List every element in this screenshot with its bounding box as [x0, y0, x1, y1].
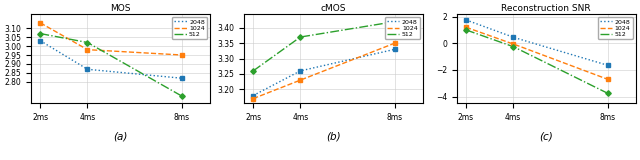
1024	[166, 53, 173, 55]
2048	[166, 76, 173, 78]
2048	[604, 64, 611, 66]
1024	[287, 83, 294, 85]
Line: 1024: 1024	[253, 43, 395, 99]
2048	[384, 50, 392, 52]
2048	[171, 77, 179, 79]
2048	[276, 81, 284, 83]
512	[171, 91, 179, 93]
512	[166, 88, 173, 90]
1024	[36, 22, 44, 24]
1024	[391, 42, 399, 44]
1024	[255, 95, 262, 97]
512	[255, 66, 262, 68]
512	[258, 64, 266, 66]
1024	[488, 36, 496, 37]
1024	[74, 43, 82, 45]
512	[468, 31, 476, 33]
512	[45, 34, 52, 36]
512	[42, 34, 50, 36]
512	[379, 23, 387, 25]
Line: 512: 512	[40, 34, 182, 96]
512	[36, 33, 44, 35]
2048	[36, 40, 44, 42]
512	[391, 21, 399, 23]
1024	[178, 54, 186, 56]
1024	[500, 40, 508, 42]
Text: (a): (a)	[113, 132, 127, 142]
2048	[391, 48, 399, 50]
2048	[178, 77, 186, 79]
2048	[468, 21, 476, 23]
512	[462, 29, 470, 31]
512	[250, 70, 257, 72]
512	[500, 42, 508, 44]
2048	[488, 29, 496, 31]
Line: 2048: 2048	[466, 20, 607, 65]
2048	[596, 62, 604, 64]
2048	[63, 56, 70, 58]
Line: 512: 512	[253, 22, 395, 71]
Line: 1024: 1024	[40, 23, 182, 55]
512	[591, 86, 599, 88]
1024	[384, 45, 392, 47]
512	[384, 22, 392, 24]
1024	[63, 37, 70, 39]
1024	[258, 94, 266, 96]
1024	[468, 28, 476, 30]
2048	[500, 33, 508, 35]
1024	[591, 74, 599, 76]
512	[488, 38, 496, 40]
1024	[250, 98, 257, 100]
2048	[255, 92, 262, 93]
2048	[45, 45, 52, 47]
512	[471, 32, 479, 34]
2048	[74, 63, 82, 64]
512	[604, 92, 611, 94]
1024	[45, 27, 52, 29]
1024	[596, 76, 604, 78]
2048	[591, 61, 599, 63]
512	[287, 43, 294, 45]
2048	[471, 22, 479, 24]
Legend: 2048, 1024, 512: 2048, 1024, 512	[598, 17, 633, 40]
1024	[604, 78, 611, 80]
Text: (c): (c)	[540, 132, 553, 142]
2048	[250, 95, 257, 96]
Line: 2048: 2048	[40, 41, 182, 78]
Line: 2048: 2048	[253, 49, 395, 96]
1024	[171, 54, 179, 56]
Line: 1024: 1024	[466, 27, 607, 79]
1024	[276, 87, 284, 89]
Title: cMOS: cMOS	[321, 4, 346, 13]
1024	[462, 26, 470, 28]
512	[74, 40, 82, 42]
1024	[42, 25, 50, 27]
Legend: 2048, 1024, 512: 2048, 1024, 512	[385, 17, 420, 40]
2048	[379, 51, 387, 53]
1024	[471, 29, 479, 31]
Line: 512: 512	[466, 30, 607, 93]
Title: Reconstruction SNR: Reconstruction SNR	[501, 4, 591, 13]
512	[276, 51, 284, 53]
2048	[42, 43, 50, 45]
512	[178, 95, 186, 97]
512	[63, 38, 70, 40]
2048	[258, 90, 266, 92]
2048	[462, 19, 470, 21]
Title: MOS: MOS	[110, 4, 131, 13]
Legend: 2048, 1024, 512: 2048, 1024, 512	[172, 17, 207, 40]
1024	[379, 47, 387, 49]
2048	[287, 75, 294, 77]
Text: (b): (b)	[326, 132, 340, 142]
512	[596, 89, 604, 91]
